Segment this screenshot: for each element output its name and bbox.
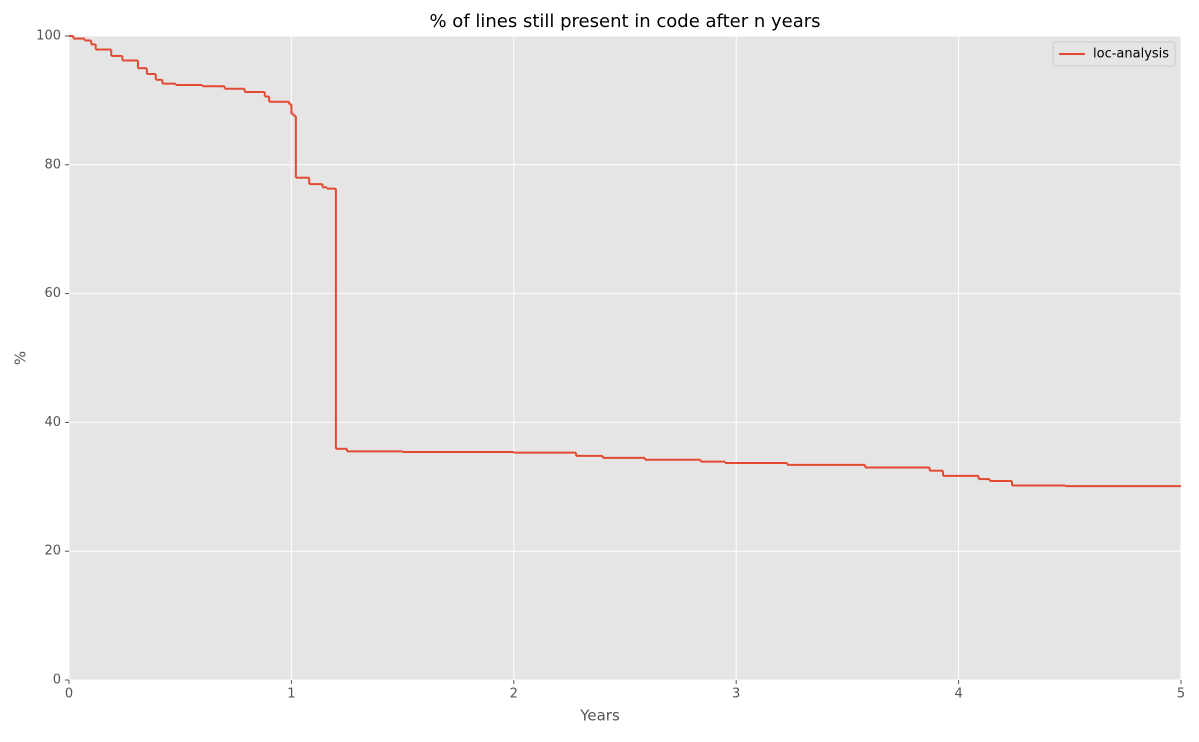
y-tick-label: 60 [44, 286, 61, 301]
grid [68, 35, 1182, 681]
y-tick-label: 80 [44, 157, 61, 172]
legend-box [1052, 41, 1176, 67]
x-axis-label: Years [579, 707, 620, 725]
x-tick-label: 3 [732, 687, 740, 702]
step-riser [72, 36, 1067, 487]
lines [69, 35, 1181, 488]
legend: loc-analysis [1052, 41, 1176, 67]
x-tick-label: 4 [954, 687, 962, 702]
plot-area [69, 36, 1181, 680]
ticks: 0 20 40 60 80 100 0 1 2 3 4 5 [36, 29, 1185, 702]
legend-label: loc-analysis [1093, 47, 1169, 62]
y-tick-label: 100 [36, 29, 61, 44]
chart-title: % of lines still present in code after n… [429, 11, 820, 32]
x-tick-label: 5 [1177, 687, 1185, 702]
x-tick-label: 2 [510, 687, 518, 702]
y-axis-label: % [12, 351, 30, 365]
y-tick-label: 20 [44, 544, 61, 559]
x-tick-label: 1 [287, 687, 295, 702]
y-tick-label: 40 [44, 415, 61, 430]
y-tick-label: 0 [53, 673, 61, 688]
x-tick-label: 0 [65, 687, 73, 702]
